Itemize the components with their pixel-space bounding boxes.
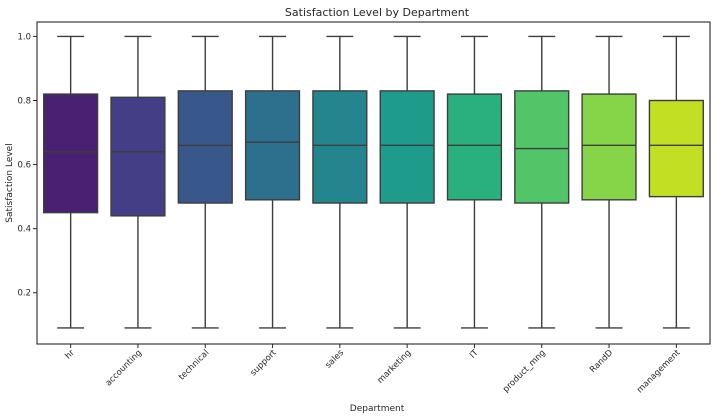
y-tick-label: 0.8 xyxy=(17,96,31,106)
box-accounting xyxy=(110,35,166,329)
box-technical xyxy=(177,35,233,329)
x-tick-label: IT xyxy=(468,347,481,360)
y-tick-label: 0.4 xyxy=(17,225,31,235)
box-marketing xyxy=(379,35,435,329)
iqr-box xyxy=(43,93,99,214)
box-support xyxy=(244,35,301,329)
box-management xyxy=(648,35,704,329)
iqr-box xyxy=(446,93,503,201)
iqr-box xyxy=(312,90,368,204)
x-tick-label: accounting xyxy=(104,348,144,388)
iqr-box xyxy=(648,99,704,198)
x-tick-label: support xyxy=(249,348,280,379)
iqr-box xyxy=(379,90,435,204)
box-product_mng xyxy=(514,35,570,329)
box-hr xyxy=(43,35,99,329)
iqr-box xyxy=(244,90,301,201)
box-IT xyxy=(446,35,503,329)
x-tick-label: marketing xyxy=(376,348,414,386)
chart-title: Satisfaction Level by Department xyxy=(285,6,470,19)
iqr-box xyxy=(177,90,233,204)
iqr-box xyxy=(514,90,570,204)
iqr-box xyxy=(110,96,166,217)
box-RandD xyxy=(581,35,637,329)
x-tick-label: management xyxy=(635,348,683,396)
box-sales xyxy=(312,35,368,329)
y-tick-label: 1.0 xyxy=(17,32,31,42)
y-axis-label: Satisfaction Level xyxy=(5,143,15,222)
y-tick-label: 0.6 xyxy=(17,161,31,171)
y-tick-label: 0.2 xyxy=(17,289,31,299)
x-tick-label: RandD xyxy=(588,348,615,375)
iqr-box xyxy=(581,93,637,201)
x-tick-label: hr xyxy=(63,348,77,362)
plot-frame xyxy=(36,21,711,345)
plot-area: 0.2 0.4 0.6 0.8 1.0 hr accounting technical supp… xyxy=(17,32,704,396)
x-tick-label: sales xyxy=(324,348,347,371)
x-tick-label: product_mng xyxy=(501,348,548,395)
x-tick-label: technical xyxy=(177,348,211,382)
x-axis-label: Department xyxy=(350,404,405,414)
